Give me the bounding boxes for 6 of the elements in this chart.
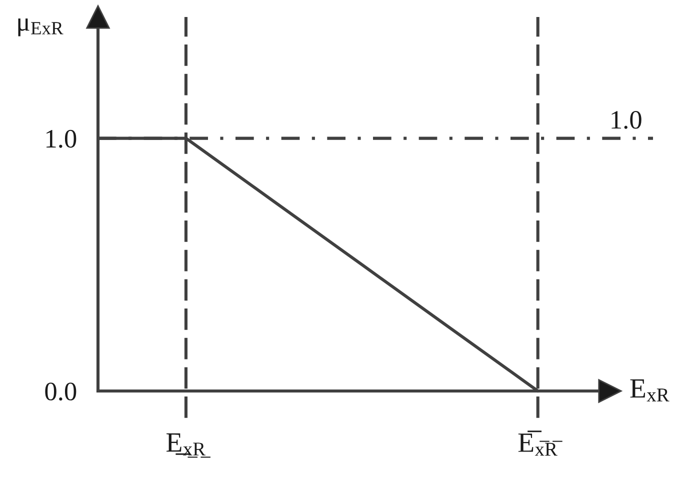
x-tick-label: E̅$_{x̅R̅}$ <box>518 430 562 456</box>
y-axis-title: μ$_{ExR}$ <box>18 18 64 36</box>
x-tick-label: E̲$_{x̲R̲}$ <box>166 433 210 458</box>
x-axis-title: E$_{xR}$ <box>630 379 670 402</box>
ref-line-label: 1.0 <box>612 110 642 129</box>
y-tick-label: 0.0 <box>45 382 76 401</box>
